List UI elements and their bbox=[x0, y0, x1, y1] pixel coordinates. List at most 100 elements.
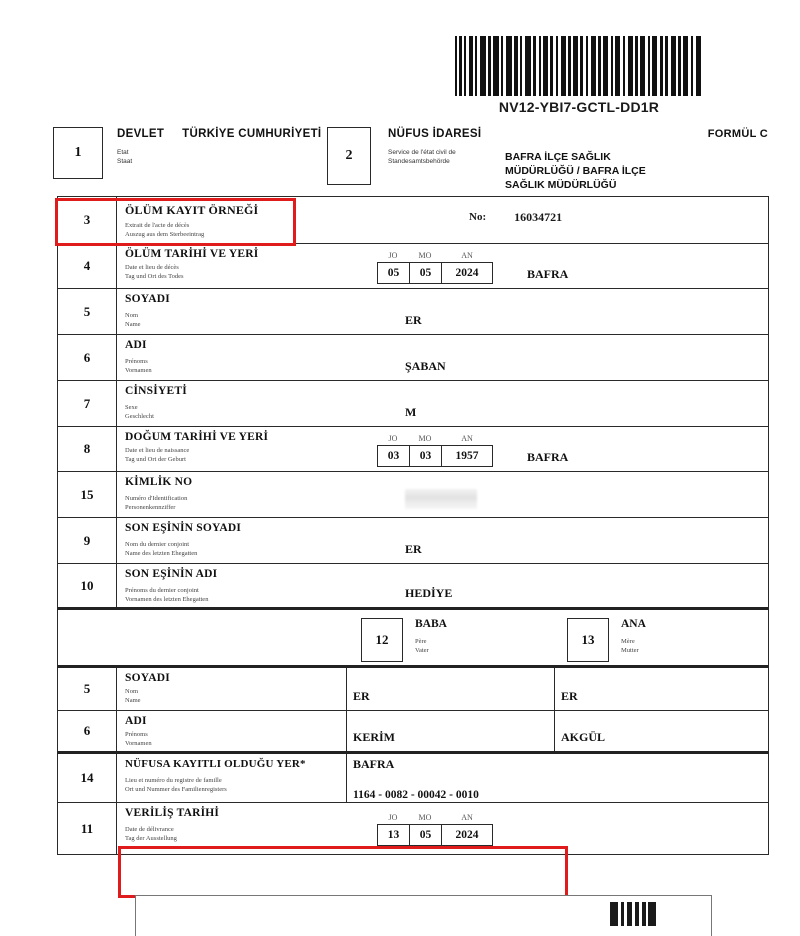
row-label: NÜFUSA KAYITLI OLDUĞU YER* Lieu et numér… bbox=[117, 754, 347, 802]
issuing-office-line-2: MÜDÜRLÜĞÜ / BAFRA İLÇE bbox=[505, 165, 646, 177]
date-header-year: AN bbox=[461, 813, 473, 822]
father-label-fr: Père bbox=[415, 638, 427, 645]
state-label-tr: DEVLET bbox=[117, 128, 165, 140]
row-label-fr: Prénoms bbox=[125, 731, 148, 738]
row-value: ŞABAN bbox=[349, 335, 768, 380]
row-label-fr: Nom du dernier conjoint bbox=[125, 541, 190, 548]
row-label: SOYADI Nom Name bbox=[117, 289, 349, 334]
row-label: CİNSİYETİ Sexe Geschlecht bbox=[117, 381, 349, 426]
registry-authority-label-fr: Service de l'état civil de bbox=[388, 149, 456, 156]
mother-label-sub: Mère Mutter bbox=[621, 638, 639, 655]
row-value: JO MO AN 05 05 2024 BAFRA bbox=[349, 244, 768, 288]
row-label: SON EŞİNİN SOYADI Nom du dernier conjoin… bbox=[117, 518, 349, 563]
row-value bbox=[349, 472, 768, 517]
row-number: 4 bbox=[58, 244, 117, 288]
table-row-registry-place: 14 NÜFUSA KAYITLI OLDUĞU YER* Lieu et nu… bbox=[57, 754, 769, 803]
row-label-tr: KİMLİK NO bbox=[125, 476, 193, 488]
row-label-de: Name des letzten Ehegatten bbox=[125, 549, 198, 557]
issue-date-month: 05 bbox=[409, 824, 441, 846]
row-label: ADI Prénoms Vornamen bbox=[117, 711, 347, 751]
mother-given-name-cell: AKGÜL bbox=[555, 711, 768, 751]
row-label-sub: Date et lieu de naissance Tag und Ort de… bbox=[125, 447, 349, 464]
row-label-sub: Prénoms Vornamen bbox=[125, 731, 346, 748]
row-label-de: Personenkennziffer bbox=[125, 503, 176, 511]
table-row-gender: 7 CİNSİYETİ Sexe Geschlecht M bbox=[57, 381, 769, 427]
date-column-headers: JO MO AN bbox=[377, 251, 493, 260]
state-label: DEVLET TÜRKİYE CUMHURİYETİ bbox=[117, 128, 321, 140]
table-row-parent-given-name: 6 ADI Prénoms Vornamen KERİM AKGÜL bbox=[57, 711, 769, 754]
issuing-office-line-3: SAĞLIK MÜDÜRLÜĞÜ bbox=[505, 179, 617, 191]
row-number: 3 bbox=[58, 197, 117, 243]
date-header-year: AN bbox=[461, 251, 473, 260]
table-row-spouse-surname: 9 SON EŞİNİN SOYADI Nom du dernier conjo… bbox=[57, 518, 769, 564]
birth-date-month: 03 bbox=[409, 445, 441, 467]
row-label-sub: Date et lieu de décès Tag und Ort des To… bbox=[125, 264, 349, 281]
table-row-spouse-given-name: 10 SON EŞİNİN ADI Prénoms du dernier con… bbox=[57, 564, 769, 610]
death-date-day: 05 bbox=[377, 262, 409, 284]
mother-surname-cell: ER bbox=[555, 668, 768, 710]
barcode: NV12-YBI7-GCTL-DD1R bbox=[455, 36, 703, 115]
table-row-title: 3 ÖLÜM KAYIT ÖRNEĞİ Extrait de l'acte de… bbox=[57, 196, 769, 244]
father-label-sub: Père Vater bbox=[415, 638, 429, 655]
row-value: HEDİYE bbox=[349, 564, 768, 607]
row-label-sub: Extrait de l'acte de décès Auszug aus de… bbox=[125, 222, 297, 239]
issue-date-year: 2024 bbox=[441, 824, 493, 846]
state-label-fr: Etat bbox=[117, 149, 129, 156]
row-label-sub: Nom du dernier conjoint Name des letzten… bbox=[125, 541, 349, 558]
row-label-fr: Prénoms du dernier conjoint bbox=[125, 587, 199, 594]
row-label-de: Name bbox=[125, 320, 141, 328]
father-label-tr: BABA bbox=[415, 618, 447, 630]
row-label-de: Tag der Ausstellung bbox=[125, 834, 177, 842]
row-value: ER bbox=[349, 289, 768, 334]
row-number: 11 bbox=[58, 803, 117, 854]
state-label-de: Staat bbox=[117, 158, 133, 165]
table-row-id-number: 15 KİMLİK NO Numéro d'Identification Per… bbox=[57, 472, 769, 518]
row-label: SON EŞİNİN ADI Prénoms du dernier conjoi… bbox=[117, 564, 349, 607]
row-label-tr: SOYADI bbox=[125, 672, 170, 684]
row-number: 6 bbox=[58, 711, 117, 751]
country-name: TÜRKİYE CUMHURİYETİ bbox=[182, 128, 322, 140]
record-table: 3 ÖLÜM KAYIT ÖRNEĞİ Extrait de l'acte de… bbox=[57, 196, 769, 855]
table-row-surname: 5 SOYADI Nom Name ER bbox=[57, 289, 769, 335]
row-label-de: Tag und Ort des Todes bbox=[125, 272, 184, 280]
record-no-label: No: bbox=[469, 211, 487, 223]
table-row-birth-date-place: 8 DOĞUM TARİHİ VE YERİ Date et lieu de n… bbox=[57, 427, 769, 472]
field-number-2: 2 bbox=[327, 127, 371, 185]
death-date-month: 05 bbox=[409, 262, 441, 284]
date-header-month: MO bbox=[418, 434, 432, 443]
row-label-sub: Nom Name bbox=[125, 312, 349, 329]
row-label-tr: ADI bbox=[125, 715, 147, 727]
row-number: 5 bbox=[58, 668, 117, 710]
row-label-de: Auszug aus dem Sterbeeintrag bbox=[125, 230, 205, 238]
row-label-fr: Date et lieu de décès bbox=[125, 264, 179, 271]
father-given-name-value: KERİM bbox=[353, 730, 395, 744]
row-label-tr: DOĞUM TARİHİ VE YERİ bbox=[125, 431, 269, 443]
death-date-boxes: 05 05 2024 bbox=[377, 262, 493, 284]
row-label: DOĞUM TARİHİ VE YERİ Date et lieu de nai… bbox=[117, 427, 349, 471]
death-record-document: NV12-YBI7-GCTL-DD1R 1 DEVLET TÜRKİYE CUMH… bbox=[53, 36, 769, 936]
form-code: FORMÜL C bbox=[707, 128, 768, 140]
mother-label-fr: Mère bbox=[621, 638, 635, 645]
table-row-death-date-place: 4 ÖLÜM TARİHİ VE YERİ Date et lieu de dé… bbox=[57, 244, 769, 289]
row-value: ER bbox=[349, 518, 768, 563]
spouse-surname-value: ER bbox=[405, 542, 422, 556]
registry-authority-label: NÜFUS İDARESİ bbox=[388, 128, 482, 140]
field-number-1: 1 bbox=[53, 127, 103, 179]
row-number: 9 bbox=[58, 518, 117, 563]
spouse-given-name-value: HEDİYE bbox=[405, 586, 453, 600]
death-date-year: 2024 bbox=[441, 262, 493, 284]
qr-code-icon bbox=[610, 902, 656, 926]
row-label: ÖLÜM TARİHİ VE YERİ Date et lieu de décè… bbox=[117, 244, 349, 288]
row-label-tr: NÜFUSA KAYITLI OLDUĞU YER* bbox=[125, 758, 306, 770]
row-label-fr: Date de délivrance bbox=[125, 826, 174, 833]
row-number: 15 bbox=[58, 472, 117, 517]
registry-authority-label-sub: Service de l'état civil de Standesamtsbe… bbox=[388, 148, 456, 166]
mother-label-tr: ANA bbox=[621, 618, 646, 630]
row-value: BAFRA 1164 - 0082 - 00042 - 0010 bbox=[347, 754, 768, 802]
row-number: 5 bbox=[58, 289, 117, 334]
row-label-tr: ÖLÜM KAYIT ÖRNEĞİ bbox=[125, 203, 259, 217]
row-label-sub: Numéro d'Identification Personenkennziff… bbox=[125, 495, 349, 512]
row-label-sub: Prénoms du dernier conjoint Vornamen des… bbox=[125, 587, 349, 604]
row-number: 8 bbox=[58, 427, 117, 471]
row-label-tr: SON EŞİNİN ADI bbox=[125, 568, 218, 580]
